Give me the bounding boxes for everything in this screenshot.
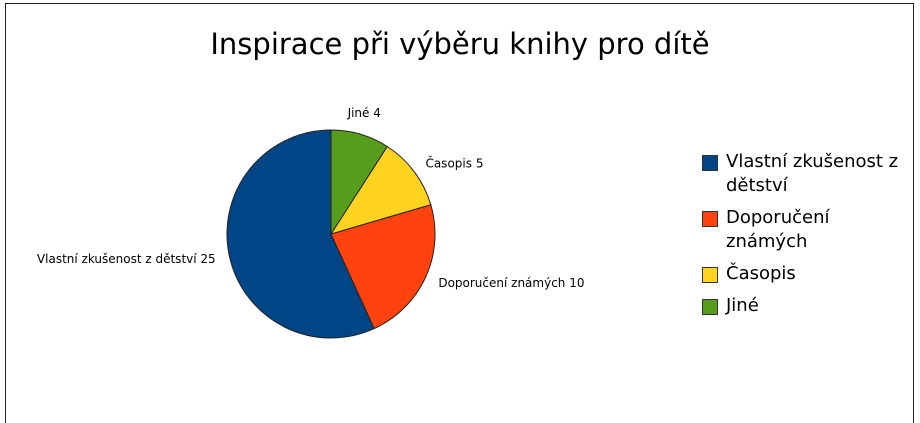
legend-label: Časopis <box>726 263 796 284</box>
data-label-category: Jiné <box>347 105 370 119</box>
data-label-value: 4 <box>373 105 381 119</box>
pie-slice <box>226 129 375 339</box>
legend-label: Vlastní zkušenost z dětství <box>726 151 899 196</box>
data-label: Doporučení známých 10 <box>438 276 584 290</box>
pie-slice <box>329 145 432 235</box>
legend-swatch <box>702 155 718 171</box>
data-label: Časopis 5 <box>425 155 483 170</box>
legend-swatch <box>702 267 718 283</box>
legend-label: Jiné <box>726 295 759 316</box>
legend-label: Doporučení známých <box>726 207 830 252</box>
data-label-value: 10 <box>569 276 584 290</box>
legend: Vlastní zkušenost z dětství Doporučení zn… <box>702 150 907 326</box>
data-label-value: 5 <box>476 156 484 170</box>
data-label-category: Doporučení známých <box>438 276 565 290</box>
legend-item: Doporučení známých <box>702 206 907 254</box>
pie-slice <box>330 204 436 330</box>
data-label-category: Vlastní zkušenost z dětství <box>37 252 197 266</box>
legend-item: Časopis <box>702 262 907 286</box>
data-label-value: 25 <box>200 252 215 266</box>
pie-slice <box>330 129 388 236</box>
chart-title: Inspirace při výběru knihy pro dítě <box>210 27 709 61</box>
legend-swatch <box>702 211 718 227</box>
legend-swatch <box>702 299 718 315</box>
legend-item: Vlastní zkušenost z dětství <box>702 150 907 198</box>
legend-item: Jiné <box>702 294 907 318</box>
data-label: Jiné 4 <box>347 105 381 119</box>
data-label: Vlastní zkušenost z dětství 25 <box>37 252 216 266</box>
frame-border <box>5 3 914 423</box>
data-label-category: Časopis <box>425 155 472 170</box>
